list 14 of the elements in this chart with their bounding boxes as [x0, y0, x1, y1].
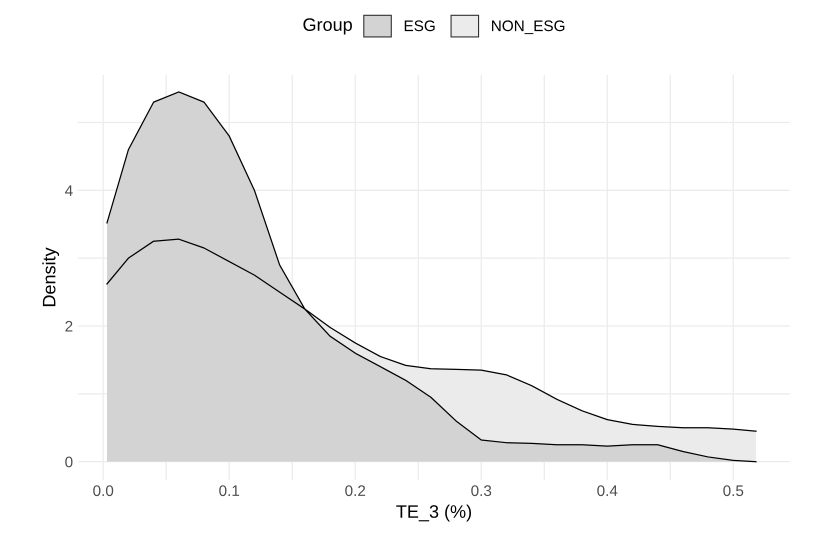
- x-tick-label: 0.5: [723, 485, 744, 496]
- x-tick-label: 0.0: [93, 485, 114, 496]
- x-tick-label: 0.4: [597, 485, 618, 496]
- y-tick-label: 0: [65, 456, 73, 468]
- x-tick-label: 0.1: [219, 485, 240, 496]
- x-axis-title: TE_3 (%): [396, 504, 472, 522]
- x-tick-label: 0.3: [471, 485, 492, 496]
- legend-title: Group: [303, 18, 352, 35]
- legend-label: NON_ESG: [492, 20, 564, 34]
- y-tick-label: 4: [64, 185, 73, 196]
- y-tick-label: 2: [65, 320, 72, 332]
- y-axis-title: Density: [42, 247, 60, 306]
- x-tick-label: 0.2: [345, 485, 366, 496]
- legend-label: ESG: [404, 20, 435, 32]
